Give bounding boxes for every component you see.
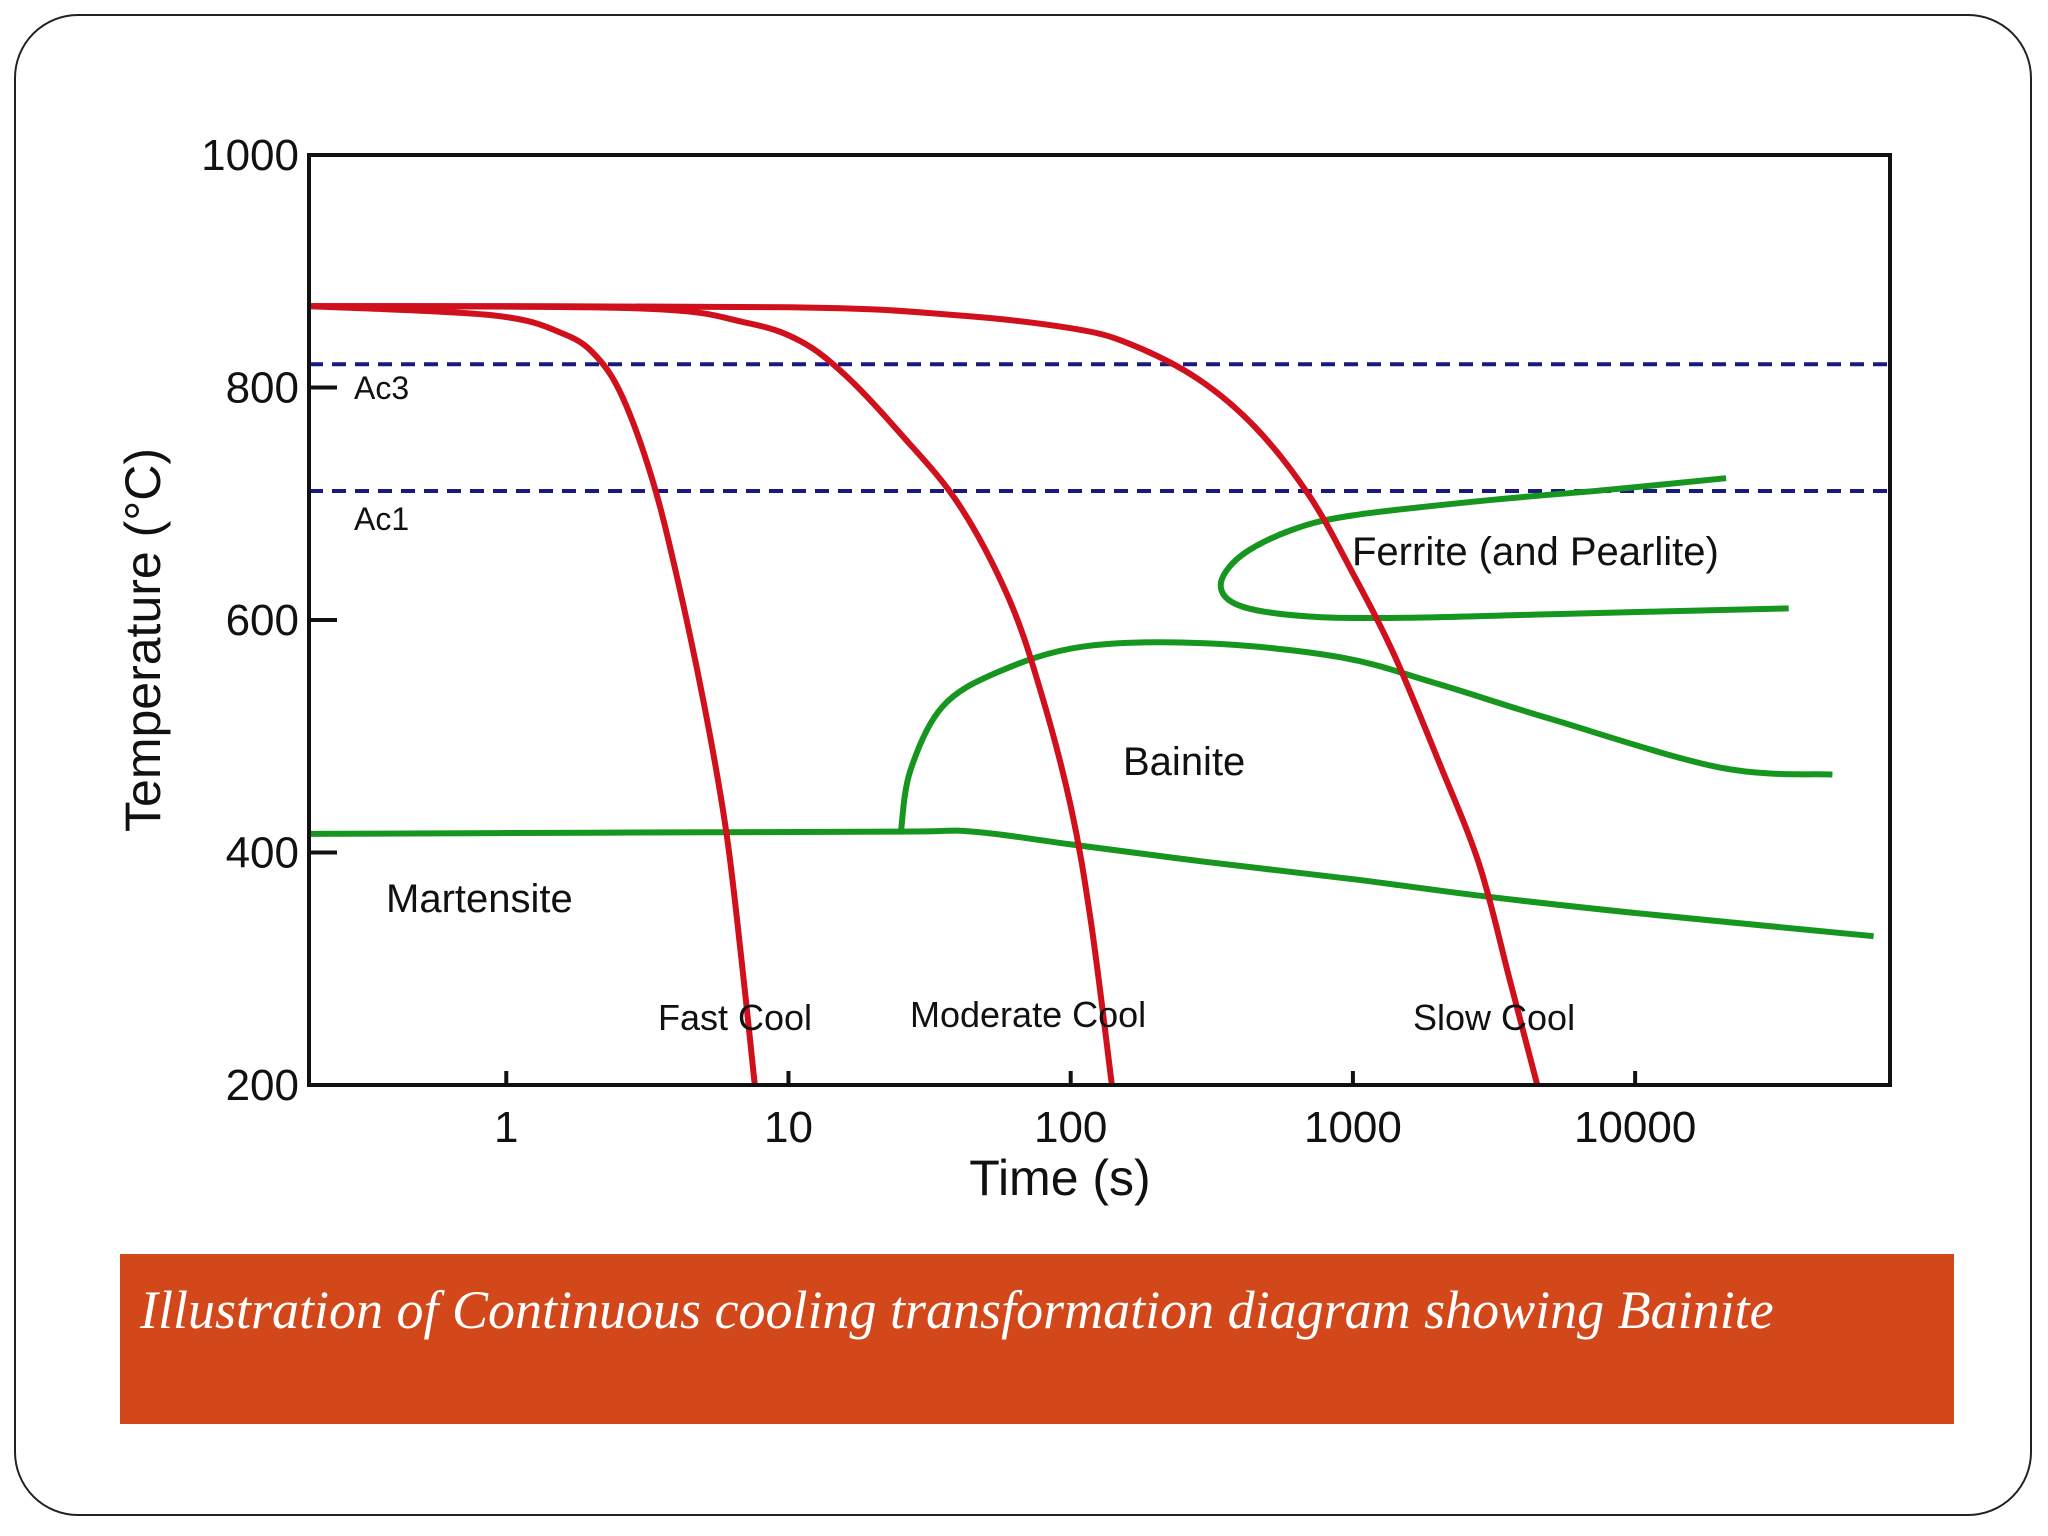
- curve-label-moderate-cool: Moderate Cool: [910, 994, 1146, 1035]
- curve-label-fast-cool: Fast Cool: [658, 997, 812, 1038]
- caption-text: Illustration of Continuous cooling trans…: [140, 1280, 1774, 1340]
- cooling-curve-moderate-cool: [308, 303, 1115, 1086]
- region-label-ferrite: Ferrite (and Pearlite): [1352, 530, 1719, 574]
- x-tick-label: 1: [494, 1103, 518, 1152]
- y-tick-label: 1000: [201, 131, 299, 180]
- x-tick-label: 1000: [1304, 1103, 1402, 1152]
- x-tick-label: 10: [764, 1103, 813, 1152]
- plot-area-frame: [307, 153, 1892, 1087]
- reference-label-ac1: Ac1: [354, 501, 409, 537]
- phase-boundary-ferrite-and-pearlite: [1217, 475, 1789, 622]
- x-tick-label: 100: [1034, 1103, 1107, 1152]
- region-label-bainite: Bainite: [1123, 740, 1245, 784]
- cooling-curve-slow-cool: [308, 303, 1541, 1086]
- y-tick-label: 200: [226, 1061, 299, 1110]
- cooling-curve-fast-cool: [308, 303, 758, 1086]
- y-axis-label: Temperature (°C): [115, 448, 171, 832]
- y-tick-label: 800: [226, 364, 299, 413]
- y-tick-label: 600: [226, 596, 299, 645]
- x-axis-label: Time (s): [969, 1150, 1150, 1206]
- region-label-martensite: Martensite: [386, 877, 573, 921]
- caption-bar: Illustration of Continuous cooling trans…: [120, 1254, 1954, 1424]
- curve-label-slow-cool: Slow Cool: [1413, 997, 1575, 1038]
- phase-boundary-martensite: [308, 827, 1874, 940]
- phase-boundary-bainite: [897, 639, 1833, 834]
- x-tick-label: 10000: [1574, 1103, 1696, 1152]
- reference-label-ac3: Ac3: [354, 370, 409, 406]
- y-tick-label: 400: [226, 829, 299, 878]
